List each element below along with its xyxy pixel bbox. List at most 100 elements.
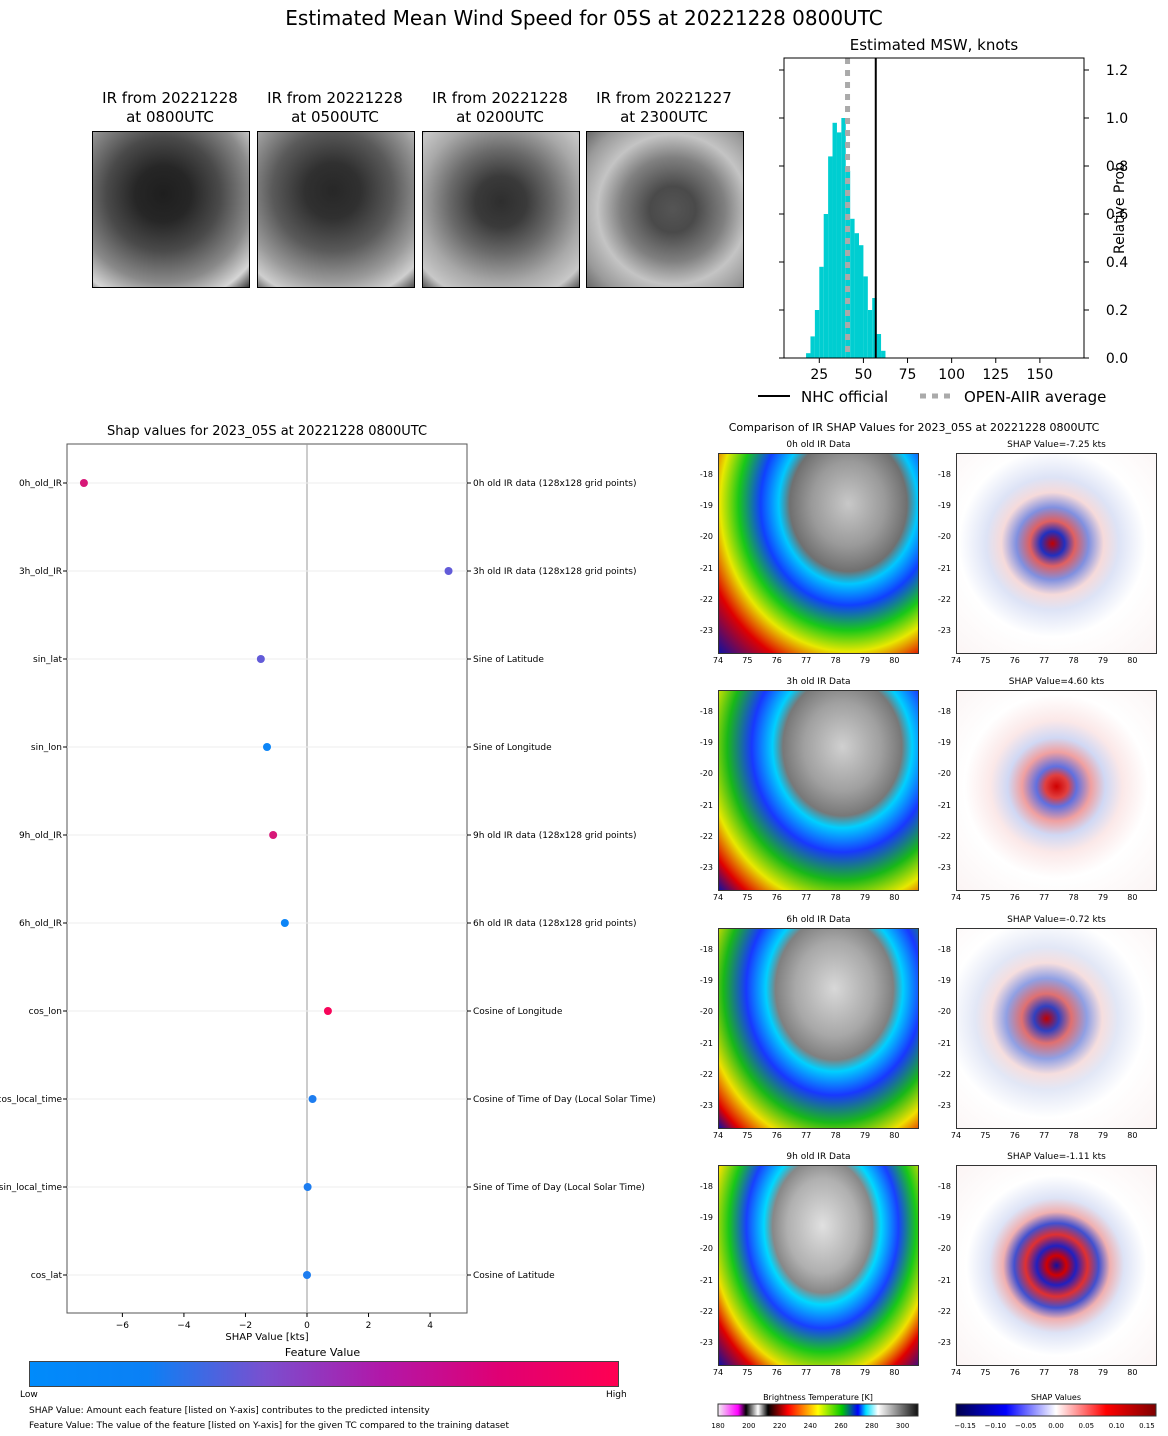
map-x-tick-label: 76 — [1009, 893, 1020, 902]
ir-satellite-image-1 — [257, 131, 415, 288]
map-x-tick-label: 74 — [712, 893, 724, 902]
feature-description: 9h old IR data (128x128 grid points) — [473, 831, 636, 841]
map-x-tick-label: 79 — [859, 1131, 871, 1140]
x-tick-label: 100 — [938, 367, 965, 383]
feature-description: Cosine of Time of Day (Local Solar Time) — [473, 1095, 656, 1105]
shap-point — [444, 567, 453, 575]
map-y-tick-label: -23 — [937, 1101, 951, 1110]
map-y-tick-label: -22 — [937, 594, 951, 604]
shap-tick-label: 0.05 — [1079, 1422, 1095, 1430]
map-y-tick-label: -19 — [699, 1213, 713, 1223]
shap-frame — [66, 443, 468, 1314]
feature-label: 6h_old_IR — [19, 919, 62, 929]
bt-tick-label: 220 — [773, 1422, 786, 1430]
feature-label: cos_lat — [31, 1271, 63, 1281]
map-y-tick-label: -18 — [937, 1182, 951, 1191]
shap-tick-label: −0.10 — [985, 1422, 1006, 1430]
page-title: Estimated Mean Wind Speed for 05S at 202… — [285, 6, 883, 30]
shap-colorbar — [955, 1403, 1157, 1417]
map-y-tick-label: -18 — [937, 707, 951, 716]
feature-description: Cosine of Latitude — [473, 1271, 555, 1281]
map-y-tick-label: -18 — [699, 707, 713, 716]
feature-description: Cosine of Longitude — [473, 1007, 563, 1017]
ir-map-panel-2-title: 6h old IR Data — [786, 915, 851, 925]
map-x-tick-label: 78 — [1068, 1368, 1079, 1377]
ir-caption-2: IR from 20221228 at 0200UTC — [432, 89, 568, 126]
map-x-tick-label: 78 — [1068, 656, 1079, 665]
map-x-tick-label: 79 — [859, 893, 871, 902]
map-x-tick-label: 78 — [830, 1368, 841, 1377]
shap-map-panel-2-title: SHAP Value=-0.72 kts — [1007, 915, 1106, 925]
histogram-bar — [841, 118, 846, 358]
map-x-tick-label: 76 — [771, 1131, 782, 1140]
x-tick-label: 75 — [899, 367, 917, 383]
map-x-tick-label: 80 — [1127, 1368, 1138, 1377]
map-y-tick-label: -22 — [699, 1069, 713, 1079]
histogram-bar — [810, 336, 815, 358]
shap-point — [269, 831, 278, 839]
map-x-tick-label: 79 — [859, 656, 871, 665]
histogram-bar — [863, 276, 868, 358]
shap-point — [303, 1271, 311, 1279]
feature-label: 9h_old_IR — [19, 831, 62, 841]
bt-tick-label: 180 — [711, 1422, 724, 1430]
feature-description: 0h old IR data (128x128 grid points) — [473, 479, 636, 489]
map-x-tick-label: 74 — [712, 656, 724, 665]
map-x-tick-label: 76 — [1009, 1131, 1020, 1140]
shap-map-panel-0 — [956, 453, 1157, 654]
shap-map-panel-1 — [956, 690, 1157, 891]
histogram-bar — [867, 310, 873, 358]
map-x-tick-label: 80 — [1127, 656, 1138, 665]
colorbar-high-label: High — [606, 1390, 627, 1400]
map-y-tick-label: -23 — [937, 1338, 951, 1347]
shap-tick-label: 0.00 — [1048, 1422, 1064, 1430]
map-x-tick-label: 78 — [830, 656, 841, 665]
feature-label: 0h_old_IR — [19, 479, 62, 489]
map-x-tick-label: 79 — [1097, 1131, 1109, 1140]
ir-map-panel-0 — [718, 453, 919, 654]
map-y-tick-label: -22 — [937, 1069, 951, 1079]
map-x-tick-label: 79 — [1097, 893, 1109, 902]
map-x-tick-label: 77 — [1039, 1131, 1050, 1140]
map-y-tick-label: -23 — [699, 626, 713, 635]
map-y-tick-label: -18 — [937, 470, 951, 479]
legend-openaiir-label: OPEN-AIIR average — [964, 388, 1106, 406]
map-x-tick-label: 76 — [1009, 1368, 1020, 1377]
histogram-bar — [828, 156, 833, 358]
map-x-tick-label: 80 — [889, 893, 900, 902]
y-tick-label: 0.2 — [1106, 303, 1128, 319]
map-y-tick-label: -19 — [937, 976, 951, 986]
feature-label: sin_lat — [33, 655, 62, 665]
map-y-tick-label: -22 — [937, 1306, 951, 1316]
map-x-tick-label: 75 — [980, 1368, 991, 1377]
y-tick-label: 1.2 — [1106, 63, 1128, 79]
shap-point — [79, 479, 88, 487]
ir-caption-1: IR from 20221228 at 0500UTC — [267, 89, 403, 126]
map-x-tick-label: 76 — [771, 893, 782, 902]
x-tick-label: −4 — [177, 1321, 191, 1331]
map-x-tick-label: 76 — [1009, 656, 1020, 665]
bt-colorbar — [717, 1403, 919, 1417]
map-y-tick-label: -22 — [699, 594, 713, 604]
ir-map-panel-1 — [718, 690, 919, 891]
map-y-tick-label: -21 — [937, 1038, 951, 1048]
y-tick-label: 0.8 — [1106, 159, 1128, 175]
map-x-tick-label: 78 — [1068, 893, 1079, 902]
bt-tick-label: 300 — [896, 1422, 909, 1430]
shap-tick-label: 0.15 — [1139, 1422, 1155, 1430]
map-y-tick-label: -18 — [699, 945, 713, 954]
map-x-tick-label: 74 — [950, 656, 962, 665]
histogram-bar — [806, 353, 811, 358]
comparison-title: Comparison of IR SHAP Values for 2023_05… — [728, 421, 1100, 434]
histogram-bar — [823, 214, 829, 358]
histogram-bar — [876, 334, 882, 358]
map-y-tick-label: -19 — [699, 976, 713, 986]
map-x-tick-label: 75 — [980, 893, 991, 902]
bt-tick-label: 280 — [865, 1422, 878, 1430]
ir-map-panel-2 — [718, 928, 919, 1129]
shap-point — [308, 1095, 317, 1103]
map-x-tick-label: 78 — [830, 893, 841, 902]
map-x-tick-label: 77 — [1039, 1368, 1050, 1377]
x-tick-label: −6 — [116, 1321, 130, 1331]
map-y-tick-label: -23 — [937, 626, 951, 635]
